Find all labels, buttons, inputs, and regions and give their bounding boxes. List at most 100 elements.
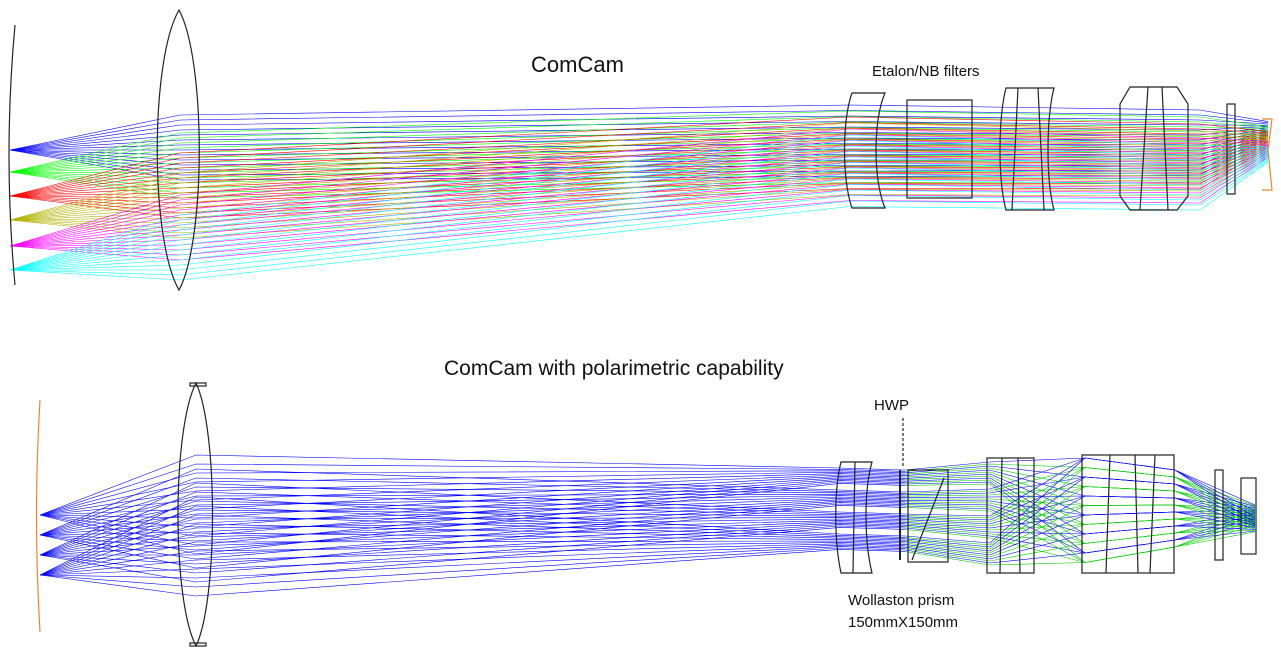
comcam-optics [8,8,1273,292]
ray [39,498,906,536]
polarimetric-ray-fans [39,454,1256,597]
lens-group-3 [1119,86,1189,211]
ray [9,161,1269,281]
ray [904,531,1256,566]
ray [9,146,1269,219]
ray [39,525,906,574]
ray [9,133,1269,166]
ray [9,153,1269,247]
ray [9,137,1269,179]
ray [39,463,906,516]
ray [39,524,906,565]
ray [9,110,1269,173]
ray [9,136,1269,197]
lens-group-3 [1081,454,1175,574]
field-lens [177,381,214,648]
ray [39,540,906,576]
ray [39,527,906,583]
ray [9,140,1269,194]
ray [39,532,906,576]
hwp-label: HWP [874,397,909,414]
wollaston-prism [907,469,949,563]
ray [10,129,1269,151]
ray [9,137,1269,197]
ray [9,122,1269,221]
filter-plate [1214,469,1224,561]
ray [39,500,906,556]
ray [904,525,1256,560]
ray [39,483,906,555]
ray [9,134,1269,247]
ray [9,133,1269,173]
ray [9,115,1269,151]
ray [39,480,906,537]
ray [39,543,906,576]
lens-group-2 [986,457,1035,574]
ray [39,521,906,556]
ray [9,147,1269,247]
ray [9,133,1269,221]
ray [39,502,906,551]
ray [39,495,906,536]
ray [39,454,906,516]
ray [39,505,906,569]
detector-housing [1240,477,1257,555]
polarimetric-optics [35,381,1257,648]
ray [904,476,1256,548]
ray [9,116,1269,173]
ray [9,154,1269,271]
ray [9,145,1269,214]
ray [9,155,1269,271]
ray [9,131,1269,173]
ray [39,471,906,516]
ray [9,152,1269,271]
lens-group-1 [835,461,873,574]
etalon-filters-label: Etalon/NB filters [872,63,980,80]
lens-group-2 [999,87,1055,211]
ray [9,133,1269,197]
ray [9,127,1269,151]
ray [904,530,1256,564]
ray [39,476,906,516]
ray [39,468,906,536]
ray [904,486,1256,550]
ray [39,470,906,516]
ray [9,157,1269,271]
ray [9,146,1269,247]
ray [9,141,1269,199]
ray [39,520,906,556]
field-lens [156,8,200,292]
filter-plate [1226,103,1236,195]
ray [10,159,1269,271]
ray [9,127,1269,173]
ray [39,496,906,576]
ray [39,478,906,528]
ray [9,132,1269,161]
ray [9,128,1269,151]
ray [39,547,906,588]
ray [9,149,1269,271]
ray [904,495,1256,525]
ray [39,496,906,536]
ray [40,522,906,556]
ray [904,529,1256,562]
ray [9,136,1269,181]
ray [9,145,1269,271]
ray [9,158,1269,271]
ray [39,542,906,576]
ray [9,116,1269,197]
ray [9,122,1269,197]
ray [39,546,906,579]
etalon-nb-filter-box [906,99,973,199]
ray [9,140,1269,271]
ray [9,138,1269,197]
ray [9,135,1269,176]
ray [904,457,1256,544]
ray [9,130,1269,156]
primary-mirror [8,24,16,286]
ray [39,477,906,519]
bottom-title: ComCam with polarimetric capability [444,357,784,380]
ray [9,143,1269,204]
ray [39,505,906,576]
